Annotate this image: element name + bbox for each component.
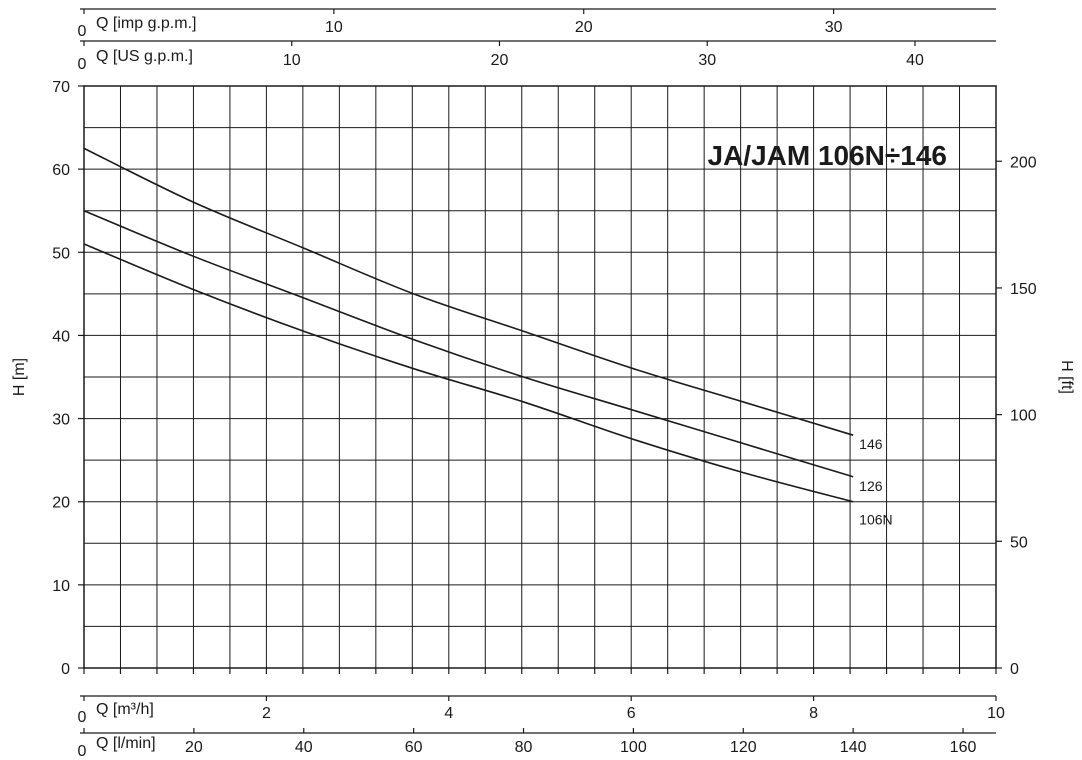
x-imp-gpm-axis-label: Q [imp g.p.m.]	[96, 15, 196, 32]
curve-126	[83, 209, 854, 478]
curves: 146 126 106N	[83, 147, 893, 528]
x_m3h-tick-label: 2	[262, 705, 271, 722]
x_us_gpm-tick-label: 0	[78, 56, 87, 73]
x-lmin-axis-label: Q [l/min]	[96, 735, 156, 752]
x_us_gpm-tick-label: 20	[491, 52, 509, 69]
curve-label-146: 146	[859, 436, 883, 452]
x_m3h-tick-label: 4	[444, 705, 453, 722]
chart-title: JA/JAM 106N÷146	[708, 140, 948, 171]
y-tick-label: 70	[52, 79, 70, 96]
x_m3h-tick-label: 6	[627, 705, 636, 722]
x_m3h-tick-label: 10	[987, 705, 1005, 722]
x_us_gpm-tick-label: 30	[698, 52, 716, 69]
curve-label-106N: 106N	[859, 512, 892, 528]
curve-label-126: 126	[859, 478, 883, 494]
y-tick-label: 40	[52, 328, 70, 345]
y-axis-label-left: H [m]	[11, 358, 28, 396]
x_us_gpm-tick-label: 10	[283, 52, 301, 69]
y-tick-label: 10	[52, 578, 70, 595]
x-tick-label: 40	[295, 739, 313, 756]
y-tick-label: 0	[61, 661, 70, 678]
y-tick-label: 20	[52, 495, 70, 512]
y-right-tick-label: 200	[1010, 154, 1037, 171]
y-right-tick-label: 50	[1010, 534, 1028, 551]
plot-frame	[83, 85, 997, 669]
chart-grid	[84, 86, 996, 668]
x-tick-label: 60	[405, 739, 423, 756]
x-tick-label: 160	[950, 739, 977, 756]
x_imp_gpm-tick-label: 30	[825, 19, 843, 36]
y-tick-label: 50	[52, 245, 70, 262]
x-tick-label: 20	[185, 739, 203, 756]
y-right-tick-label: 100	[1010, 408, 1037, 425]
y-tick-label: 30	[52, 412, 70, 429]
x-tick-label: 0	[78, 743, 87, 760]
x_us_gpm-tick-label: 40	[906, 52, 924, 69]
x-tick-label: 140	[840, 739, 867, 756]
curve-106N	[83, 243, 854, 503]
x_imp_gpm-tick-label: 0	[78, 23, 87, 40]
x-tick-label: 80	[515, 739, 533, 756]
x_imp_gpm-tick-label: 20	[575, 19, 593, 36]
y-right-tick-label: 150	[1010, 281, 1037, 298]
x_m3h-tick-label: 8	[809, 705, 818, 722]
curve-146	[83, 147, 854, 436]
x-tick-label: 100	[620, 739, 647, 756]
x_m3h-tick-label: 0	[78, 709, 87, 726]
x-us-gpm-axis-label: Q [US g.p.m.]	[96, 48, 193, 65]
y-axis-label-right: H [ft]	[1058, 360, 1075, 394]
x-tick-label: 120	[730, 739, 757, 756]
x-m3h-axis-label: Q [m³/h]	[96, 701, 154, 718]
x_imp_gpm-tick-label: 10	[325, 19, 343, 36]
y-right-tick-label: 0	[1010, 661, 1019, 678]
y-tick-label: 60	[52, 162, 70, 179]
